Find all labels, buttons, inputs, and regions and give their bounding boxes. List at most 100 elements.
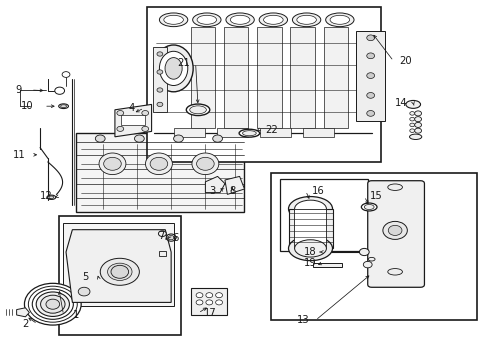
Text: 3: 3 bbox=[209, 186, 215, 196]
Bar bbox=[59, 216, 181, 335]
Text: 9: 9 bbox=[15, 85, 22, 95]
Circle shape bbox=[363, 261, 371, 268]
Polygon shape bbox=[66, 230, 171, 302]
Text: 16: 16 bbox=[311, 186, 324, 196]
Circle shape bbox=[382, 221, 407, 239]
Circle shape bbox=[205, 293, 212, 298]
Circle shape bbox=[157, 88, 163, 92]
Bar bbox=[271, 173, 476, 320]
Ellipse shape bbox=[263, 15, 283, 24]
Circle shape bbox=[62, 72, 70, 77]
Circle shape bbox=[409, 129, 414, 132]
Bar bbox=[294, 209, 325, 248]
Ellipse shape bbox=[288, 236, 332, 261]
Circle shape bbox=[196, 157, 214, 170]
Polygon shape bbox=[115, 104, 151, 137]
Ellipse shape bbox=[259, 13, 287, 27]
Ellipse shape bbox=[61, 105, 66, 108]
Bar bbox=[216, 128, 248, 137]
Bar bbox=[152, 47, 167, 112]
Text: 14: 14 bbox=[394, 98, 407, 108]
Text: 15: 15 bbox=[369, 191, 382, 201]
Ellipse shape bbox=[192, 13, 221, 27]
Circle shape bbox=[215, 293, 222, 298]
Circle shape bbox=[359, 248, 368, 256]
Ellipse shape bbox=[230, 15, 249, 24]
Text: 6: 6 bbox=[171, 233, 178, 243]
Ellipse shape bbox=[325, 13, 353, 27]
Bar bbox=[323, 27, 347, 128]
Ellipse shape bbox=[329, 15, 349, 24]
Bar bbox=[173, 128, 205, 137]
Text: 8: 8 bbox=[229, 186, 235, 196]
Text: 4: 4 bbox=[129, 103, 135, 113]
Circle shape bbox=[157, 102, 163, 107]
Ellipse shape bbox=[159, 13, 187, 27]
Ellipse shape bbox=[159, 51, 187, 86]
Text: 13: 13 bbox=[296, 315, 309, 325]
Circle shape bbox=[196, 293, 203, 298]
Circle shape bbox=[111, 265, 128, 278]
Circle shape bbox=[103, 157, 121, 170]
Circle shape bbox=[168, 235, 174, 240]
Circle shape bbox=[142, 126, 148, 131]
Circle shape bbox=[414, 122, 421, 127]
Ellipse shape bbox=[59, 104, 68, 109]
Ellipse shape bbox=[294, 240, 326, 257]
Circle shape bbox=[414, 128, 421, 133]
Ellipse shape bbox=[189, 106, 206, 114]
Ellipse shape bbox=[364, 204, 373, 210]
Polygon shape bbox=[17, 308, 29, 317]
Polygon shape bbox=[62, 223, 173, 306]
Bar bbox=[290, 27, 314, 128]
Circle shape bbox=[24, 283, 81, 325]
Ellipse shape bbox=[387, 184, 402, 190]
Circle shape bbox=[117, 126, 123, 131]
Ellipse shape bbox=[292, 13, 320, 27]
Ellipse shape bbox=[225, 13, 254, 27]
Circle shape bbox=[366, 53, 374, 59]
Bar bbox=[288, 209, 332, 248]
Polygon shape bbox=[190, 288, 227, 315]
Ellipse shape bbox=[242, 131, 256, 136]
Circle shape bbox=[205, 300, 212, 305]
Ellipse shape bbox=[100, 258, 139, 285]
Ellipse shape bbox=[387, 269, 402, 275]
Bar bbox=[146, 7, 381, 162]
Text: 21: 21 bbox=[177, 58, 189, 68]
Circle shape bbox=[215, 300, 222, 305]
Circle shape bbox=[173, 135, 183, 142]
Bar bbox=[190, 27, 215, 128]
Polygon shape bbox=[224, 176, 244, 194]
Ellipse shape bbox=[186, 104, 209, 116]
Ellipse shape bbox=[361, 203, 376, 211]
Circle shape bbox=[166, 234, 176, 241]
Bar bbox=[279, 179, 367, 251]
Bar bbox=[355, 31, 385, 121]
Circle shape bbox=[409, 123, 414, 127]
Ellipse shape bbox=[294, 200, 326, 217]
Bar bbox=[257, 27, 281, 128]
Circle shape bbox=[46, 299, 60, 309]
Ellipse shape bbox=[107, 263, 132, 280]
Text: 22: 22 bbox=[264, 125, 277, 135]
FancyBboxPatch shape bbox=[367, 181, 424, 287]
Ellipse shape bbox=[367, 257, 374, 261]
Bar bbox=[224, 27, 248, 128]
Circle shape bbox=[414, 111, 421, 116]
Circle shape bbox=[212, 135, 222, 142]
Circle shape bbox=[158, 231, 166, 237]
Circle shape bbox=[387, 225, 401, 235]
Text: 17: 17 bbox=[203, 308, 216, 318]
Circle shape bbox=[117, 111, 123, 116]
Ellipse shape bbox=[288, 197, 332, 221]
Ellipse shape bbox=[154, 45, 193, 92]
Ellipse shape bbox=[239, 129, 259, 137]
Text: 5: 5 bbox=[82, 272, 89, 282]
Ellipse shape bbox=[192, 153, 219, 175]
Bar bbox=[159, 251, 165, 256]
Polygon shape bbox=[76, 133, 244, 212]
Text: 18: 18 bbox=[304, 247, 316, 257]
Circle shape bbox=[55, 87, 64, 94]
Circle shape bbox=[366, 73, 374, 78]
